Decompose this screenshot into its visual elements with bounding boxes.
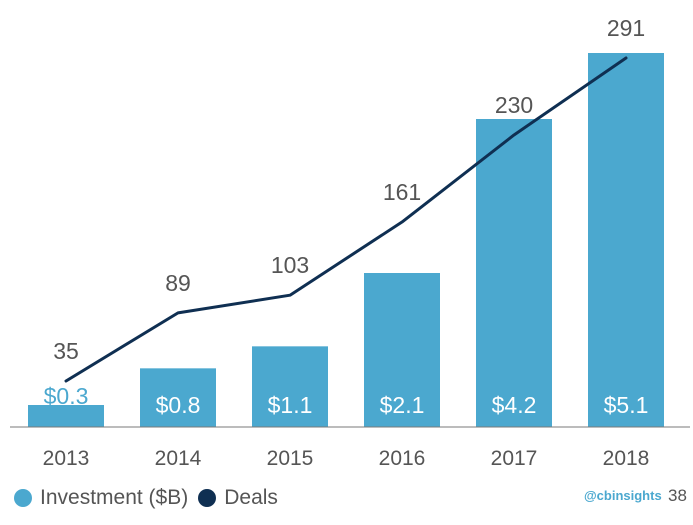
deals-line-group <box>64 56 628 383</box>
deals-value-label-2014: 89 <box>165 270 191 296</box>
page-number: 38 <box>668 486 687 505</box>
legend: Investment ($B) Deals <box>14 484 278 512</box>
bar-2018 <box>588 53 664 427</box>
deals-value-label-2017: 230 <box>495 92 533 118</box>
deals-value-label-2013: 35 <box>53 338 79 364</box>
bar-2015 <box>252 346 328 427</box>
deals-value-label-2016: 161 <box>383 179 421 205</box>
bar-value-label-2016: $2.1 <box>380 392 425 418</box>
legend-label-investment: Investment ($B) <box>40 486 189 509</box>
chart: $0.3 $0.8 $1.1 $2.1 $4.2 $5.1 35 89 103 161 230 29… <box>10 15 690 470</box>
x-tick-label-2016: 2016 <box>379 447 426 470</box>
deals-value-label-2015: 103 <box>271 252 309 278</box>
x-tick-label-2014: 2014 <box>155 447 202 470</box>
bar-value-label-2015: $1.1 <box>268 392 313 418</box>
legend-label-deals: Deals <box>224 486 278 509</box>
x-tick-label-2018: 2018 <box>603 447 650 470</box>
deals-value-label-2018: 291 <box>607 15 645 41</box>
bar-value-label-2018: $5.1 <box>604 392 649 418</box>
bar-value-label-2014: $0.8 <box>156 392 201 418</box>
deals-series-line <box>64 56 628 383</box>
x-tick-label-2017: 2017 <box>491 447 538 470</box>
bar-2016 <box>364 273 440 427</box>
bar-labels-group: $0.3 $0.8 $1.1 $2.1 $4.2 $5.1 <box>44 383 649 418</box>
bar-2014 <box>140 368 216 427</box>
legend-item-investment: Investment ($B) <box>14 486 188 510</box>
x-tick-label-2015: 2015 <box>267 447 314 470</box>
legend-item-deals: Deals <box>198 486 278 510</box>
legend-swatch-deals <box>198 489 217 507</box>
legend-swatch-investment <box>14 489 32 507</box>
bar-2017 <box>476 119 552 427</box>
bar-2013 <box>28 405 104 427</box>
x-tick-label-2013: 2013 <box>43 447 90 470</box>
bar-value-label-2017: $4.2 <box>492 392 537 418</box>
brand-watermark: @cbinsights <box>584 488 662 503</box>
deal-labels-group: 35 89 103 161 230 291 <box>53 15 645 364</box>
bars-group <box>28 53 664 427</box>
bar-value-label-2013: $0.3 <box>44 383 89 409</box>
x-tick-labels-group: 2013 2014 2015 2016 2017 2018 <box>43 447 650 470</box>
